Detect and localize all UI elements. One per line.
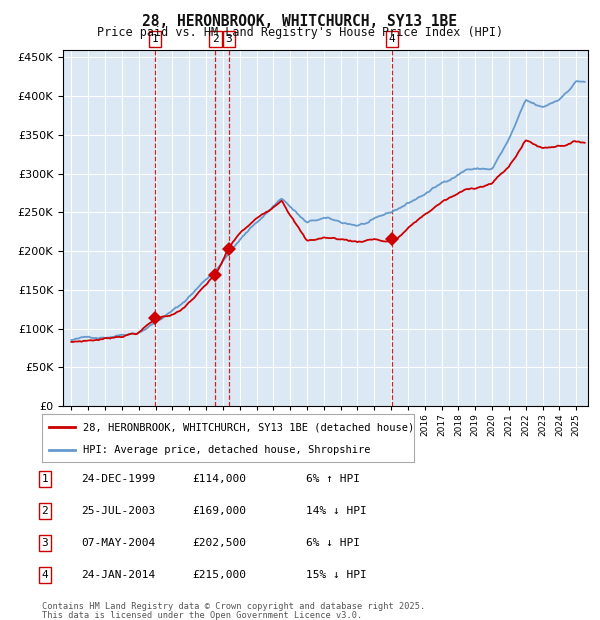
Text: £215,000: £215,000 (192, 570, 246, 580)
Text: 14% ↓ HPI: 14% ↓ HPI (306, 506, 367, 516)
Text: 24-DEC-1999: 24-DEC-1999 (81, 474, 155, 484)
Text: 28, HERONBROOK, WHITCHURCH, SY13 1BE: 28, HERONBROOK, WHITCHURCH, SY13 1BE (143, 14, 458, 29)
Text: 2: 2 (212, 34, 219, 44)
Text: £169,000: £169,000 (192, 506, 246, 516)
Text: 28, HERONBROOK, WHITCHURCH, SY13 1BE (detached house): 28, HERONBROOK, WHITCHURCH, SY13 1BE (de… (83, 422, 414, 432)
Text: 6% ↑ HPI: 6% ↑ HPI (306, 474, 360, 484)
Text: 1: 1 (41, 474, 49, 484)
Text: Contains HM Land Registry data © Crown copyright and database right 2025.: Contains HM Land Registry data © Crown c… (42, 602, 425, 611)
Text: 25-JUL-2003: 25-JUL-2003 (81, 506, 155, 516)
Text: HPI: Average price, detached house, Shropshire: HPI: Average price, detached house, Shro… (83, 445, 370, 455)
Text: £202,500: £202,500 (192, 538, 246, 548)
Text: £114,000: £114,000 (192, 474, 246, 484)
Text: 07-MAY-2004: 07-MAY-2004 (81, 538, 155, 548)
Text: This data is licensed under the Open Government Licence v3.0.: This data is licensed under the Open Gov… (42, 611, 362, 620)
Text: 4: 4 (41, 570, 49, 580)
Text: 15% ↓ HPI: 15% ↓ HPI (306, 570, 367, 580)
Text: 1: 1 (152, 34, 158, 44)
Text: 24-JAN-2014: 24-JAN-2014 (81, 570, 155, 580)
Text: 6% ↓ HPI: 6% ↓ HPI (306, 538, 360, 548)
Text: 4: 4 (389, 34, 395, 44)
Text: 3: 3 (41, 538, 49, 548)
Text: 3: 3 (226, 34, 232, 44)
Text: Price paid vs. HM Land Registry's House Price Index (HPI): Price paid vs. HM Land Registry's House … (97, 26, 503, 39)
Text: 2: 2 (41, 506, 49, 516)
